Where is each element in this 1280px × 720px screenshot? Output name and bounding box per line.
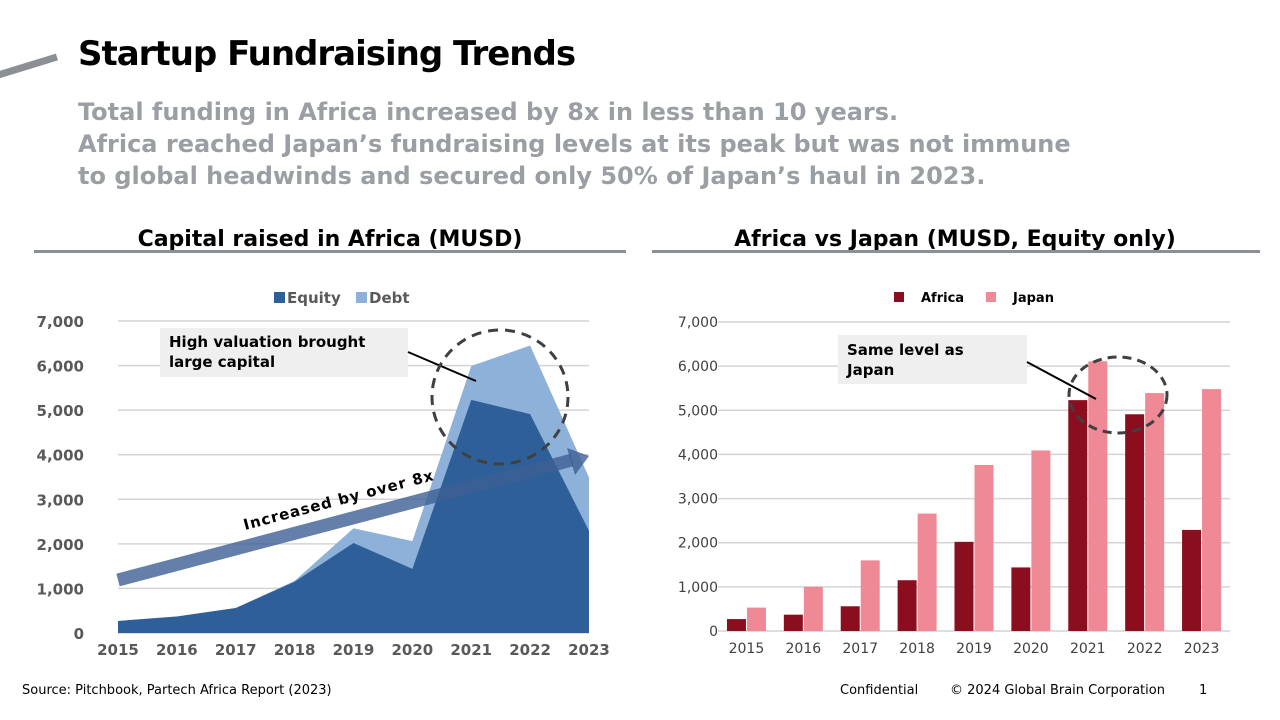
peak-highlight-circle bbox=[1067, 355, 1169, 435]
y-tick-label: 4,000 bbox=[37, 447, 84, 465]
japan-bar bbox=[1145, 393, 1165, 631]
africa-bar bbox=[726, 619, 746, 631]
japan-bar bbox=[1031, 450, 1051, 631]
x-tick-label: 2021 bbox=[450, 641, 492, 659]
japan-bar bbox=[1088, 361, 1108, 631]
japan-bar bbox=[917, 513, 937, 631]
japan-callout-line2: Japan bbox=[846, 361, 894, 379]
peak-highlight-circle bbox=[430, 328, 570, 466]
valuation-callout-box bbox=[160, 328, 408, 377]
legend-africa-swatch bbox=[894, 292, 904, 302]
growth-arrow bbox=[116, 448, 589, 587]
x-tick-label: 2017 bbox=[842, 641, 878, 657]
legend-africa-label: Africa bbox=[921, 291, 964, 306]
y-tick-label: 0 bbox=[74, 625, 84, 643]
subtitle-line: Africa reached Japan’s fundraising level… bbox=[78, 130, 1071, 158]
x-tick-label: 2023 bbox=[568, 641, 610, 659]
y-tick-label: 1,000 bbox=[37, 580, 84, 598]
y-tick-label: 7,000 bbox=[37, 313, 84, 331]
africa-bar bbox=[1182, 529, 1202, 631]
legend-japan-label: Japan bbox=[1012, 291, 1054, 306]
legend-japan-swatch bbox=[986, 292, 996, 302]
africa-capital-area-chart: 0 1,000 2,000 3,000 4,000 5,000 6,000 7,000 201… bbox=[37, 289, 610, 659]
valuation-callout-line1: High valuation brought bbox=[169, 333, 365, 351]
africa-bar bbox=[1068, 400, 1088, 631]
y-tick-label: 2,000 bbox=[37, 536, 84, 554]
legend-debt-swatch bbox=[356, 292, 367, 303]
x-tick-label: 2018 bbox=[274, 641, 316, 659]
y-tick-label: 2,000 bbox=[678, 536, 718, 552]
legend-equity-label: Equity bbox=[287, 289, 341, 307]
x-tick-label: 2015 bbox=[729, 641, 765, 657]
japan-bar bbox=[860, 560, 880, 631]
africa-bar bbox=[954, 541, 974, 631]
x-tick-label: 2018 bbox=[899, 641, 935, 657]
valuation-callout-leader bbox=[407, 351, 477, 382]
x-tick-label: 2019 bbox=[956, 641, 992, 657]
legend-equity-swatch bbox=[274, 292, 285, 303]
legend-debt-label: Debt bbox=[369, 289, 410, 307]
africa-vs-japan-bar-chart: 0 1,000 2,000 3,000 4,000 5,000 6,000 7,000 201… bbox=[678, 291, 1230, 657]
x-tick-label: 2020 bbox=[392, 641, 434, 659]
valuation-callout-line2: large capital bbox=[169, 353, 275, 371]
y-tick-label: 5,000 bbox=[37, 402, 84, 420]
source-note: Source: Pitchbook, Partech Africa Report… bbox=[22, 683, 332, 698]
y-tick-label: 3,000 bbox=[37, 491, 84, 509]
y-tick-label: 5,000 bbox=[678, 403, 718, 419]
japan-callout-line1: Same level as bbox=[847, 341, 964, 359]
subtitle-line: Total funding in Africa increased by 8x … bbox=[78, 98, 899, 126]
y-tick-label: 7,000 bbox=[678, 315, 718, 331]
copyright-label: © 2024 Global Brain Corporation bbox=[950, 683, 1165, 698]
y-tick-label: 6,000 bbox=[37, 358, 84, 376]
page-number: 1 bbox=[1199, 683, 1208, 698]
x-tick-label: 2017 bbox=[215, 641, 257, 659]
left-panel-title: Capital raised in Africa (MUSD) bbox=[137, 227, 523, 252]
africa-bar bbox=[897, 580, 917, 631]
africa-bar bbox=[783, 614, 803, 631]
japan-bar bbox=[746, 607, 766, 631]
africa-bar bbox=[840, 606, 860, 631]
x-tick-label: 2022 bbox=[509, 641, 551, 659]
x-tick-label: 2023 bbox=[1184, 641, 1220, 657]
y-tick-label: 6,000 bbox=[678, 359, 718, 375]
confidential-label: Confidential bbox=[840, 683, 919, 698]
japan-callout-box bbox=[838, 335, 1027, 384]
y-tick-label: 4,000 bbox=[678, 447, 718, 463]
japan-bar bbox=[1202, 389, 1222, 631]
y-tick-label: 0 bbox=[709, 624, 718, 640]
x-tick-label: 2016 bbox=[786, 641, 822, 657]
japan-bar bbox=[803, 586, 823, 631]
japan-callout-leader bbox=[1026, 361, 1097, 400]
y-tick-label: 3,000 bbox=[678, 492, 718, 508]
japan-bar bbox=[974, 465, 994, 631]
x-tick-label: 2015 bbox=[97, 641, 139, 659]
x-tick-label: 2022 bbox=[1127, 641, 1163, 657]
x-tick-label: 2016 bbox=[156, 641, 198, 659]
africa-bar bbox=[1011, 567, 1031, 631]
x-tick-label: 2019 bbox=[333, 641, 375, 659]
right-panel-divider bbox=[652, 250, 1260, 253]
right-panel-title: Africa vs Japan (MUSD, Equity only) bbox=[734, 227, 1176, 252]
y-tick-label: 1,000 bbox=[678, 580, 718, 596]
africa-bar bbox=[1125, 414, 1145, 631]
decorative-accent-bar bbox=[0, 53, 58, 81]
subtitle-line: to global headwinds and secured only 50%… bbox=[78, 162, 986, 190]
slide-title: Startup Fundraising Trends bbox=[78, 34, 576, 74]
equity-area bbox=[118, 399, 589, 633]
left-panel-divider bbox=[34, 250, 626, 253]
x-tick-label: 2020 bbox=[1013, 641, 1049, 657]
x-tick-label: 2021 bbox=[1070, 641, 1106, 657]
slide-subtitle: Total funding in Africa increased by 8x … bbox=[78, 96, 1228, 192]
